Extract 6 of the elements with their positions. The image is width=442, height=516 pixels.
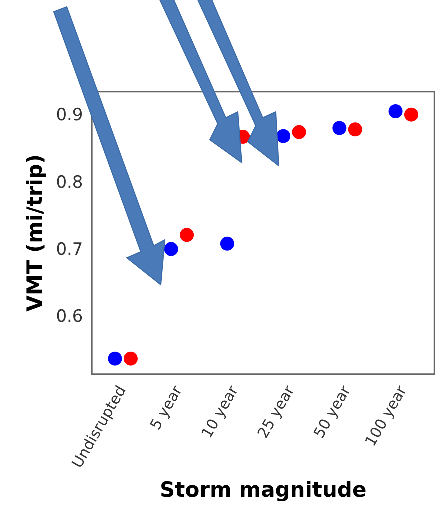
y-tick-label: 0.9 xyxy=(56,106,84,126)
x-axis-title: Storm magnitude xyxy=(160,478,367,502)
y-tick-label: 0.7 xyxy=(56,240,84,260)
y-tick-label: 0.8 xyxy=(56,172,84,193)
y-tick-label: 0.6 xyxy=(56,307,84,328)
y-axis-title: VMT (mi/trip) xyxy=(23,154,48,312)
